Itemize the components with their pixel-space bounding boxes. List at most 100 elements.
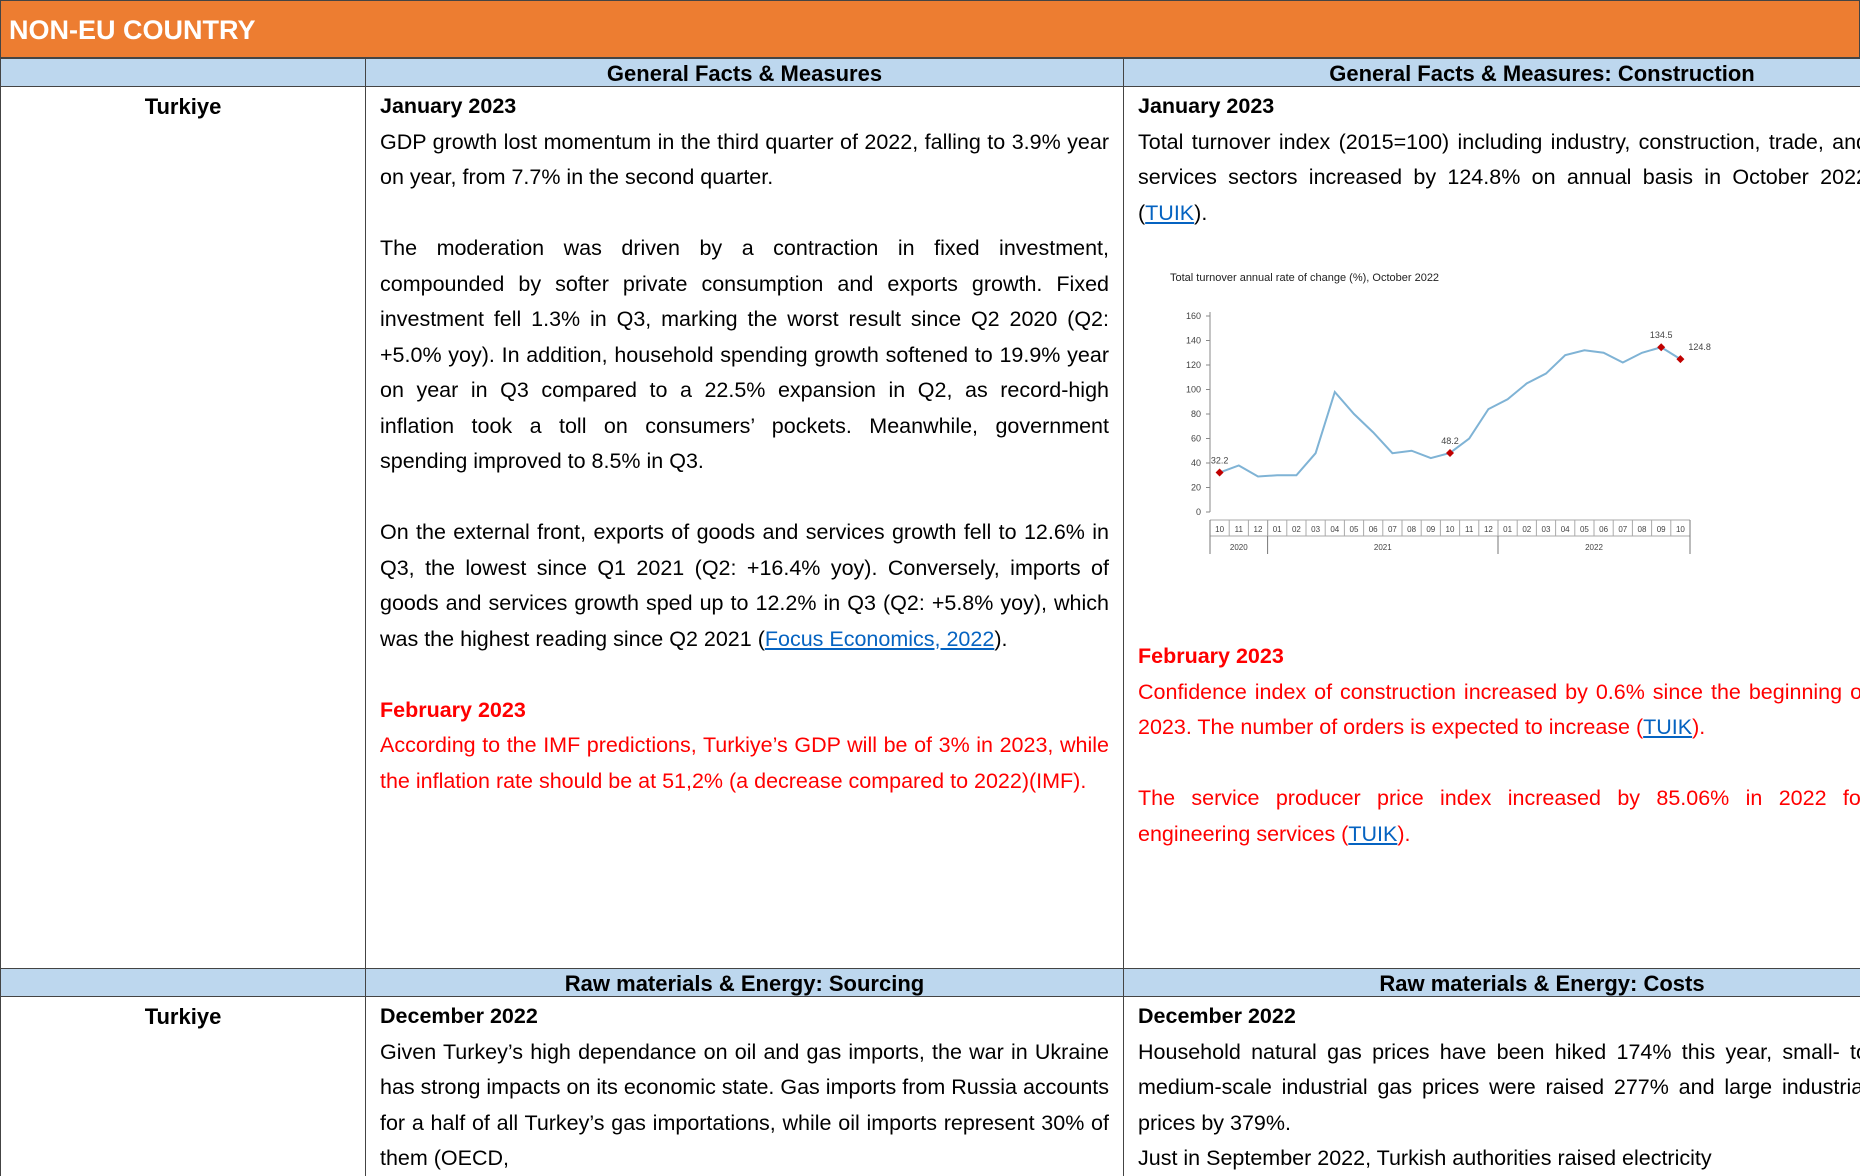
y-tick-label: 160 — [1186, 311, 1201, 321]
header-bar: NON-EU COUNTRY — [0, 0, 1860, 58]
x-tick-label: 12 — [1254, 525, 1263, 534]
x-tick-label: 04 — [1561, 525, 1570, 534]
source-link[interactable]: Focus Economics, 2022 — [764, 626, 995, 651]
x-tick-label: 05 — [1580, 525, 1589, 534]
x-tick-label: 03 — [1311, 525, 1320, 534]
text: The moderation was driven by a contracti… — [380, 236, 1109, 473]
text: ). — [1194, 200, 1208, 225]
date-heading: January 2023 — [1138, 94, 1275, 118]
paragraph: The moderation was driven by a contracti… — [380, 231, 1109, 480]
date-heading: December 2022 — [380, 1004, 538, 1028]
series-line — [1219, 346, 1681, 478]
column-header-blank — [0, 58, 366, 87]
turnover-chart: Total turnover annual rate of change (%)… — [1170, 272, 1711, 554]
date-heading: February 2023 — [1138, 644, 1284, 668]
text: Total turnover index (2015=100) includin… — [1138, 129, 1860, 225]
text: Given Turkey’s high dependance on oil an… — [380, 1039, 1109, 1171]
text: GDP growth lost momentum in the third qu… — [380, 129, 1109, 190]
x-tick-label: 02 — [1522, 525, 1531, 534]
text: Confidence index of construction increas… — [1138, 679, 1860, 740]
date-heading: January 2023 — [380, 94, 517, 118]
paragraph: On the external front, exports of goods … — [380, 515, 1109, 657]
y-tick-label: 20 — [1191, 483, 1201, 493]
paragraph: Given Turkey’s high dependance on oil an… — [380, 1035, 1109, 1176]
year-label: 2021 — [1374, 543, 1392, 552]
data-label: 124.8 — [1688, 342, 1711, 352]
x-tick-label: 09 — [1657, 525, 1666, 534]
x-tick-label: 03 — [1542, 525, 1551, 534]
text: ). — [1397, 821, 1411, 846]
text: On the external front, exports of goods … — [380, 520, 1109, 651]
text-block: January 2023 Total turnover index (2015=1… — [1138, 89, 1860, 569]
x-tick-label: 01 — [1273, 525, 1282, 534]
x-tick-label: 11 — [1465, 525, 1474, 534]
text-block: February 2023 According to the IMF predic… — [380, 693, 1109, 800]
text-block: February 2023 Confidence index of constru… — [1138, 639, 1860, 852]
paragraph: The service producer price index increas… — [1138, 781, 1860, 852]
paragraph: Total turnover index (2015=100) includin… — [1138, 125, 1860, 232]
paragraph: Just in September 2022, Turkish authorit… — [1138, 1141, 1860, 1176]
source-link[interactable]: TUIK — [1643, 715, 1693, 739]
y-tick-label: 40 — [1191, 458, 1201, 468]
text: According to the IMF predictions, Turkiy… — [380, 733, 1109, 793]
date-heading: December 2022 — [1138, 1004, 1296, 1028]
x-tick-label: 12 — [1484, 525, 1493, 534]
year-label: 2022 — [1585, 543, 1603, 552]
text-block: December 2022 Household natural gas price… — [1138, 999, 1860, 1176]
content-cell: December 2022 Given Turkey’s high dependa… — [365, 996, 1124, 1176]
text: ). — [1692, 715, 1706, 739]
x-tick-label: 04 — [1330, 525, 1339, 534]
x-tick-label: 10 — [1215, 525, 1224, 534]
column-header: General Facts & Measures: Construction — [1123, 58, 1860, 87]
country-cell: Turkiye — [0, 996, 366, 1176]
column-header: General Facts & Measures — [365, 58, 1124, 87]
column-header: Raw materials & Energy: Sourcing — [365, 968, 1124, 997]
source-link[interactable]: TUIK — [1348, 821, 1398, 846]
text-block: January 2023 GDP growth lost momentum in … — [380, 89, 1109, 657]
y-tick-label: 0 — [1196, 507, 1201, 517]
point-marker — [1657, 343, 1666, 352]
column-header: Raw materials & Energy: Costs — [1123, 968, 1860, 997]
x-tick-label: 01 — [1503, 525, 1512, 534]
x-tick-label: 10 — [1446, 525, 1455, 534]
x-tick-label: 07 — [1388, 525, 1397, 534]
date-heading: February 2023 — [380, 697, 526, 722]
y-tick-label: 60 — [1191, 434, 1201, 444]
country-cell: Turkiye — [0, 86, 366, 969]
data-label: 48.2 — [1441, 436, 1459, 446]
data-label: 32.2 — [1211, 456, 1229, 466]
x-tick-label: 06 — [1599, 525, 1608, 534]
y-tick-label: 100 — [1186, 385, 1201, 395]
year-label: 2020 — [1230, 543, 1248, 552]
y-tick-label: 140 — [1186, 336, 1201, 346]
y-tick-label: 120 — [1186, 360, 1201, 370]
paragraph: Household natural gas prices have been h… — [1138, 1035, 1860, 1142]
content-cell: January 2023 GDP growth lost momentum in … — [365, 86, 1124, 969]
y-tick-label: 80 — [1191, 409, 1201, 419]
data-label: 134.5 — [1650, 330, 1673, 340]
content-cell: December 2022 Household natural gas price… — [1123, 996, 1860, 1176]
paragraph: Confidence index of construction increas… — [1138, 675, 1860, 746]
point-marker — [1676, 355, 1685, 364]
text: ). — [994, 626, 1008, 651]
chart-title: Total turnover annual rate of change (%)… — [1170, 272, 1439, 284]
text: Household natural gas prices have been h… — [1138, 1039, 1860, 1135]
x-tick-label: 10 — [1676, 525, 1685, 534]
paragraph: GDP growth lost momentum in the third qu… — [380, 125, 1109, 196]
point-marker — [1446, 448, 1454, 457]
text-block: December 2022 Given Turkey’s high dependa… — [380, 999, 1109, 1176]
x-tick-label: 08 — [1407, 525, 1416, 534]
text: Just in September 2022, Turkish authorit… — [1138, 1146, 1712, 1170]
x-tick-label: 05 — [1350, 525, 1359, 534]
source-link[interactable]: TUIK — [1145, 200, 1195, 225]
point-marker — [1215, 468, 1224, 477]
x-tick-label: 06 — [1369, 525, 1378, 534]
x-tick-label: 02 — [1292, 525, 1301, 534]
x-tick-label: 08 — [1638, 525, 1647, 534]
x-tick-label: 11 — [1235, 525, 1244, 534]
content-cell: January 2023 Total turnover index (2015=1… — [1123, 86, 1860, 969]
x-tick-label: 07 — [1618, 525, 1627, 534]
x-tick-label: 09 — [1426, 525, 1435, 534]
paragraph: According to the IMF predictions, Turkiy… — [380, 728, 1109, 799]
